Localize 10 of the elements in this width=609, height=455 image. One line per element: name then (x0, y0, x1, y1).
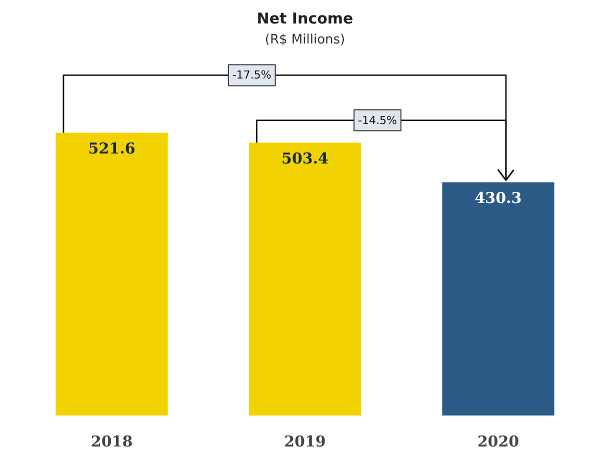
x-tick-label: 2018 (90, 432, 133, 450)
text: -17.5% (232, 68, 272, 82)
chart-subtitle: (R$ Millions) (264, 32, 346, 48)
x-tick-label: 2019 (284, 432, 326, 450)
data-label: 503.4 (282, 150, 328, 168)
text: -14.5% (358, 114, 397, 127)
chart-title: Net Income (256, 10, 354, 28)
x-tick-label: 2020 (477, 432, 520, 450)
data-label: 521.6 (88, 140, 136, 158)
data-label: 430.3 (474, 189, 522, 208)
